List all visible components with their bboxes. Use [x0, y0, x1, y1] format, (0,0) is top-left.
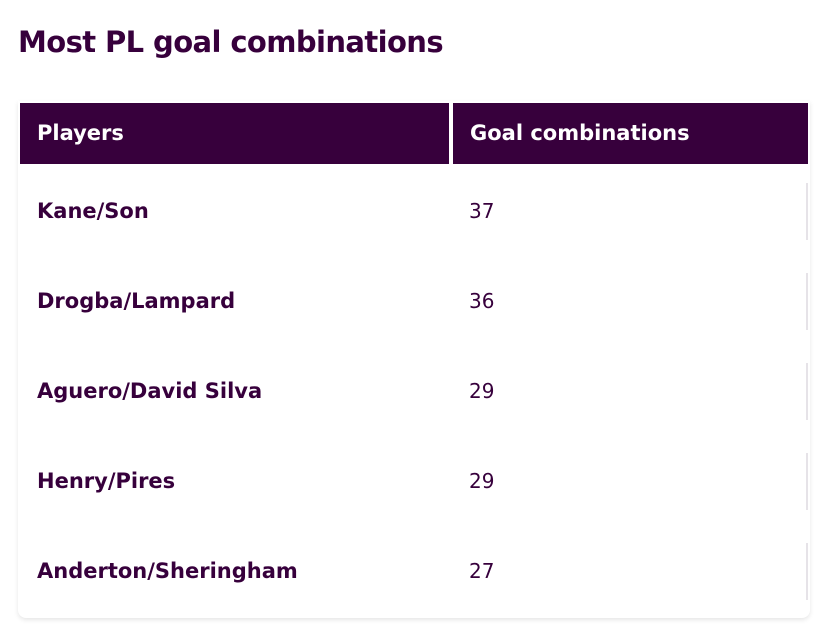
table-header-row: Players Goal combinations	[18, 101, 810, 166]
players-cell: Anderton/Sheringham	[37, 559, 298, 583]
row-edge-divider	[806, 363, 808, 420]
table-row: Anderton/Sheringham 27	[18, 526, 810, 616]
players-cell: Kane/Son	[37, 199, 149, 223]
row-edge-divider	[806, 453, 808, 510]
row-edge-divider	[806, 273, 808, 330]
row-edge-divider	[806, 543, 808, 600]
table-body: Kane/Son 37 Drogba/Lampard 36 Aguero/Dav…	[18, 166, 810, 616]
players-cell: Drogba/Lampard	[37, 289, 236, 313]
column-header-goal-combinations: Goal combinations	[453, 103, 808, 164]
table-row: Kane/Son 37	[18, 166, 810, 256]
table-row: Henry/Pires 29	[18, 436, 810, 526]
goal-combinations-cell: 36	[469, 289, 495, 313]
row-edge-divider	[806, 183, 808, 240]
goal-combinations-cell: 27	[469, 559, 495, 583]
players-cell: Aguero/David Silva	[37, 379, 263, 403]
column-header-players: Players	[20, 103, 449, 164]
goal-combinations-cell: 37	[469, 199, 495, 223]
goal-combinations-table: Players Goal combinations Kane/Son 37 Dr…	[18, 101, 810, 618]
players-cell: Henry/Pires	[37, 469, 176, 493]
table-row: Aguero/David Silva 29	[18, 346, 810, 436]
goal-combinations-cell: 29	[469, 469, 495, 493]
goal-combinations-cell: 29	[469, 379, 495, 403]
table-row: Drogba/Lampard 36	[18, 256, 810, 346]
page-title: Most PL goal combinations	[18, 25, 444, 59]
